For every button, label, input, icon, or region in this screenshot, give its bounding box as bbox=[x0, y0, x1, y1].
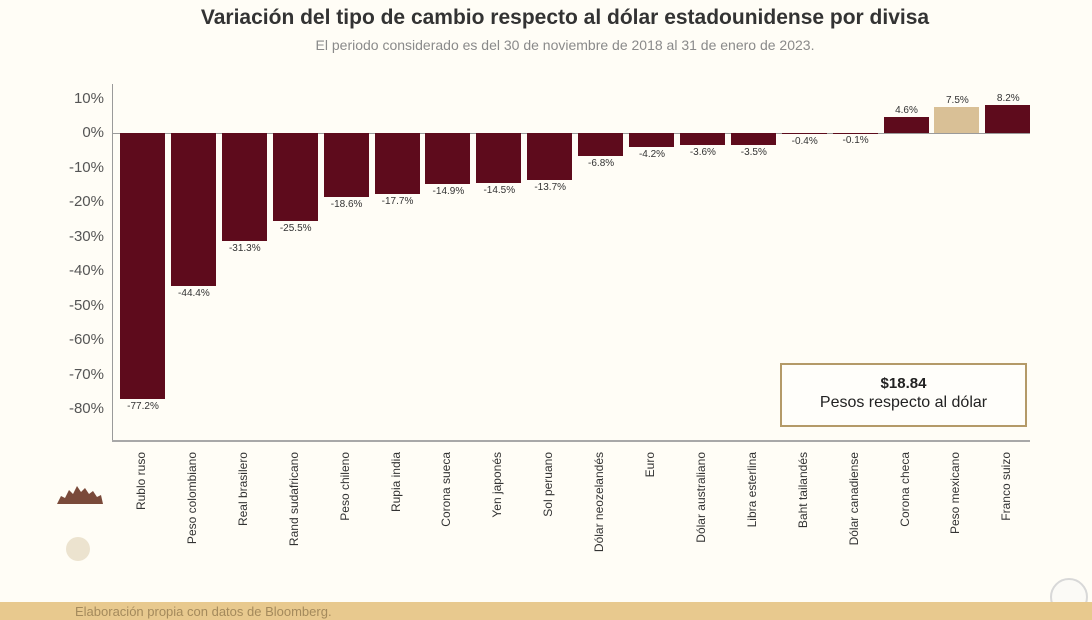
seal-icon bbox=[66, 537, 90, 561]
category-label: Corona checa bbox=[897, 452, 912, 527]
bar bbox=[883, 117, 929, 133]
exchange-rate-callout: $18.84 Pesos respecto al dólar bbox=[780, 363, 1027, 427]
y-tick-label: 10% bbox=[73, 89, 104, 107]
category-label: Peso chileno bbox=[337, 452, 352, 521]
bar bbox=[374, 133, 420, 195]
y-tick-label: -40% bbox=[68, 262, 104, 279]
bar bbox=[425, 133, 471, 185]
category-label: Real brasilero bbox=[235, 452, 250, 527]
bar bbox=[120, 133, 165, 400]
category-label: Peso colombiano bbox=[184, 452, 199, 545]
chart-title: Variación del tipo de cambio respecto al… bbox=[200, 6, 930, 29]
exchange-rate-text: Pesos respecto al dólar bbox=[819, 394, 988, 411]
category-label: Rublo ruso bbox=[134, 452, 148, 511]
source-note: Elaboración propia con datos de Bloomber… bbox=[75, 604, 332, 619]
category-label: Rand sudafricano bbox=[286, 452, 301, 547]
bar-value-label: -4.2% bbox=[638, 149, 666, 161]
category-label: Peso mexicano bbox=[948, 452, 963, 535]
bar bbox=[221, 133, 267, 241]
bar-value-label: 7.5% bbox=[945, 95, 969, 107]
y-tick-label: -80% bbox=[68, 400, 104, 417]
y-axis bbox=[112, 84, 113, 440]
bar bbox=[170, 133, 216, 287]
bar-value-label: -25.5% bbox=[279, 222, 312, 234]
bar-value-label: -0.1% bbox=[842, 135, 869, 147]
category-label: Dólar australiano bbox=[693, 452, 708, 543]
y-tick-label: -60% bbox=[68, 331, 104, 348]
bar-value-label: -14.5% bbox=[483, 185, 516, 197]
category-label: Dólar neozelandés bbox=[592, 452, 607, 553]
bar bbox=[323, 133, 369, 198]
bar-value-label: -17.7% bbox=[381, 196, 414, 208]
bar-value-label: -0.4% bbox=[791, 136, 818, 148]
source-footer: Elaboración propia con datos de Bloomber… bbox=[0, 602, 1092, 620]
exchange-rate-value: $18.84 bbox=[880, 375, 927, 392]
bar-value-label: -44.4% bbox=[178, 288, 210, 300]
bar-value-label: -3.5% bbox=[740, 147, 767, 159]
bar bbox=[629, 133, 674, 148]
x-axis bbox=[112, 440, 1030, 442]
bar-value-label: -13.7% bbox=[534, 182, 567, 194]
bar-value-label: 4.6% bbox=[895, 105, 918, 117]
bar bbox=[934, 107, 980, 133]
category-label: Euro bbox=[643, 452, 657, 478]
bar bbox=[781, 133, 827, 135]
bar bbox=[832, 133, 878, 134]
bar-value-label: -6.8% bbox=[588, 158, 615, 170]
category-label: Yen japonés bbox=[490, 452, 505, 518]
bar bbox=[730, 133, 776, 146]
y-tick-label: -50% bbox=[68, 296, 104, 314]
bar-value-label: -18.6% bbox=[330, 199, 363, 211]
y-tick-label: -10% bbox=[68, 158, 104, 176]
bar bbox=[578, 133, 624, 157]
bar bbox=[679, 133, 725, 146]
bar bbox=[985, 104, 1031, 133]
bar-value-label: -3.6% bbox=[689, 147, 716, 159]
institution-logo-icon bbox=[57, 486, 103, 504]
bar-value-label: 8.2% bbox=[996, 92, 1020, 104]
y-tick-label: -30% bbox=[68, 227, 104, 245]
category-label: Corona sueca bbox=[439, 452, 454, 527]
bar bbox=[476, 133, 522, 184]
category-label: Franco suizo bbox=[999, 452, 1014, 521]
category-label: Sol peruano bbox=[541, 452, 556, 517]
chart-subtitle: El periodo considerado es del 30 de novi… bbox=[315, 37, 815, 53]
category-label: Libra esterlina bbox=[744, 452, 759, 528]
bar-value-label: -31.3% bbox=[228, 242, 261, 254]
category-label: Baht tailandés bbox=[795, 452, 810, 529]
bar-value-label: -14.9% bbox=[432, 186, 465, 198]
bar bbox=[527, 133, 573, 181]
category-label: Dólar canadiense bbox=[846, 452, 861, 546]
category-label: Rupia india bbox=[388, 452, 403, 513]
y-tick-label: 0% bbox=[82, 124, 104, 141]
y-tick-label: -70% bbox=[68, 365, 104, 383]
bar bbox=[272, 133, 318, 221]
bar-value-label: -77.2% bbox=[127, 401, 159, 413]
y-tick-label: -20% bbox=[68, 193, 104, 210]
